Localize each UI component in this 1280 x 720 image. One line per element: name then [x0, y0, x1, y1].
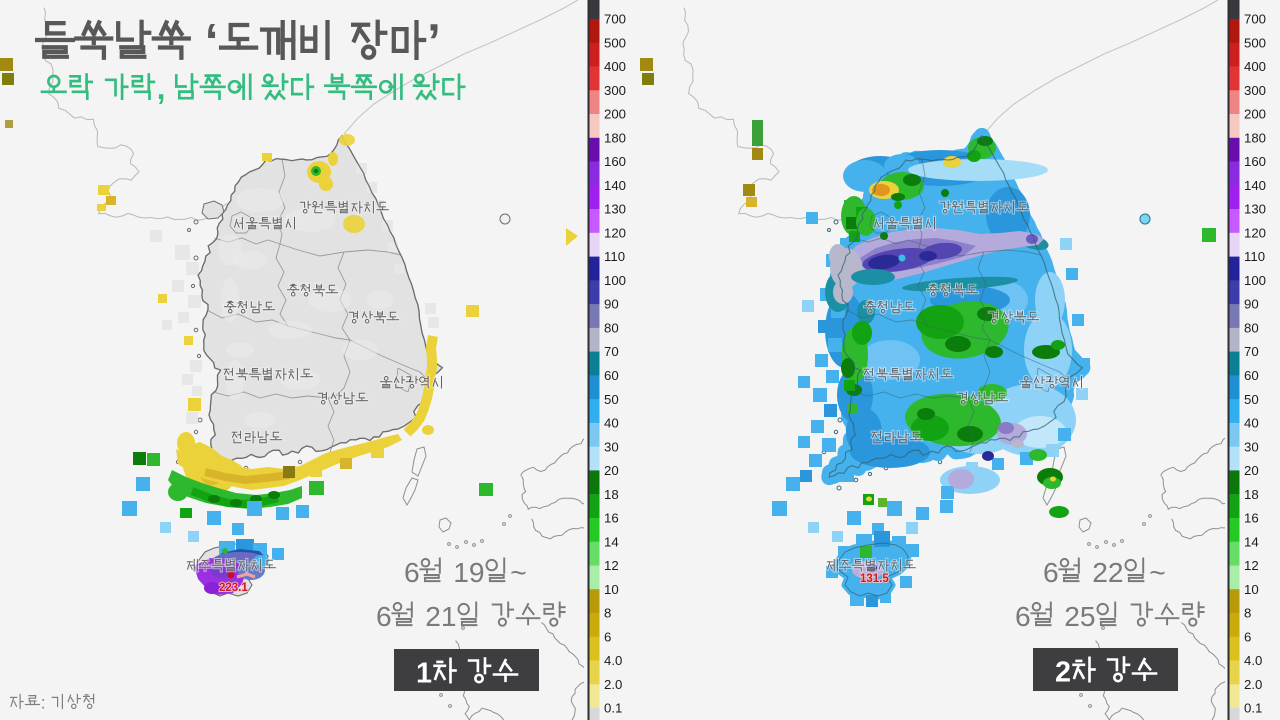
svg-text:200: 200 — [604, 107, 626, 122]
svg-text:100: 100 — [604, 273, 626, 288]
svg-text:6: 6 — [376, 600, 392, 632]
svg-text:50: 50 — [1244, 392, 1259, 407]
svg-text:400: 400 — [604, 59, 626, 74]
svg-text:21: 21 — [425, 600, 456, 632]
svg-text:180: 180 — [1244, 130, 1266, 145]
svg-text:2.0: 2.0 — [604, 677, 622, 692]
svg-text:4.0: 4.0 — [1244, 653, 1262, 668]
svg-text:60: 60 — [604, 368, 619, 383]
svg-text:180: 180 — [604, 130, 626, 145]
svg-text:0.1: 0.1 — [604, 701, 622, 716]
svg-text:40: 40 — [1244, 416, 1259, 431]
svg-text:6: 6 — [1244, 629, 1251, 644]
svg-text:8: 8 — [604, 606, 611, 621]
svg-text:700: 700 — [1244, 12, 1266, 27]
svg-text:300: 300 — [1244, 83, 1266, 98]
svg-text:120: 120 — [604, 225, 626, 240]
svg-text:60: 60 — [1244, 368, 1259, 383]
svg-text:10: 10 — [604, 582, 619, 597]
svg-text:,: , — [157, 71, 166, 106]
svg-text:2: 2 — [1055, 657, 1071, 689]
svg-text:19: 19 — [453, 556, 484, 588]
svg-text:10: 10 — [1244, 582, 1259, 597]
svg-text:40: 40 — [604, 416, 619, 431]
svg-text:90: 90 — [1244, 297, 1259, 312]
svg-text:223.1: 223.1 — [219, 582, 248, 594]
svg-text:400: 400 — [1244, 59, 1266, 74]
svg-text:12: 12 — [604, 558, 619, 573]
svg-text:22: 22 — [1092, 556, 1123, 588]
svg-text:16: 16 — [604, 511, 619, 526]
svg-text:20: 20 — [1244, 463, 1259, 478]
svg-text:90: 90 — [604, 297, 619, 312]
svg-text:140: 140 — [604, 178, 626, 193]
svg-text:20: 20 — [604, 463, 619, 478]
svg-text::: : — [41, 693, 46, 713]
svg-text:12: 12 — [1244, 558, 1259, 573]
svg-text:’: ’ — [427, 14, 441, 69]
svg-text:160: 160 — [604, 154, 626, 169]
svg-text:14: 14 — [604, 534, 619, 549]
svg-text:300: 300 — [604, 83, 626, 98]
svg-text:6: 6 — [404, 556, 420, 588]
svg-text:70: 70 — [1244, 344, 1259, 359]
svg-text:~: ~ — [1149, 556, 1165, 588]
svg-text:70: 70 — [604, 344, 619, 359]
svg-text:500: 500 — [604, 35, 626, 50]
svg-text:6: 6 — [1043, 556, 1059, 588]
svg-text:16: 16 — [1244, 511, 1259, 526]
svg-text:4.0: 4.0 — [604, 653, 622, 668]
svg-text:200: 200 — [1244, 107, 1266, 122]
svg-text:100: 100 — [1244, 273, 1266, 288]
svg-text:80: 80 — [1244, 321, 1259, 336]
svg-text:25: 25 — [1064, 600, 1095, 632]
svg-text:8: 8 — [1244, 606, 1251, 621]
svg-text:18: 18 — [1244, 487, 1259, 502]
svg-text:30: 30 — [604, 439, 619, 454]
svg-text:80: 80 — [604, 321, 619, 336]
svg-text:~: ~ — [510, 556, 526, 588]
svg-text:6: 6 — [1015, 600, 1031, 632]
svg-text:110: 110 — [604, 249, 625, 264]
svg-text:160: 160 — [1244, 154, 1266, 169]
svg-text:30: 30 — [1244, 439, 1259, 454]
svg-text:110: 110 — [1244, 249, 1265, 264]
svg-text:130: 130 — [1244, 202, 1266, 217]
svg-text:0.1: 0.1 — [1244, 701, 1262, 716]
svg-text:‘: ‘ — [205, 14, 219, 69]
svg-text:6: 6 — [604, 629, 611, 644]
svg-text:130: 130 — [604, 202, 626, 217]
svg-text:50: 50 — [604, 392, 619, 407]
svg-text:120: 120 — [1244, 225, 1266, 240]
svg-text:18: 18 — [604, 487, 619, 502]
svg-text:700: 700 — [604, 12, 626, 27]
svg-text:2.0: 2.0 — [1244, 677, 1262, 692]
svg-text:1: 1 — [416, 658, 432, 690]
svg-text:500: 500 — [1244, 35, 1266, 50]
svg-text:131.5: 131.5 — [860, 573, 889, 585]
svg-text:140: 140 — [1244, 178, 1266, 193]
svg-text:14: 14 — [1244, 534, 1259, 549]
